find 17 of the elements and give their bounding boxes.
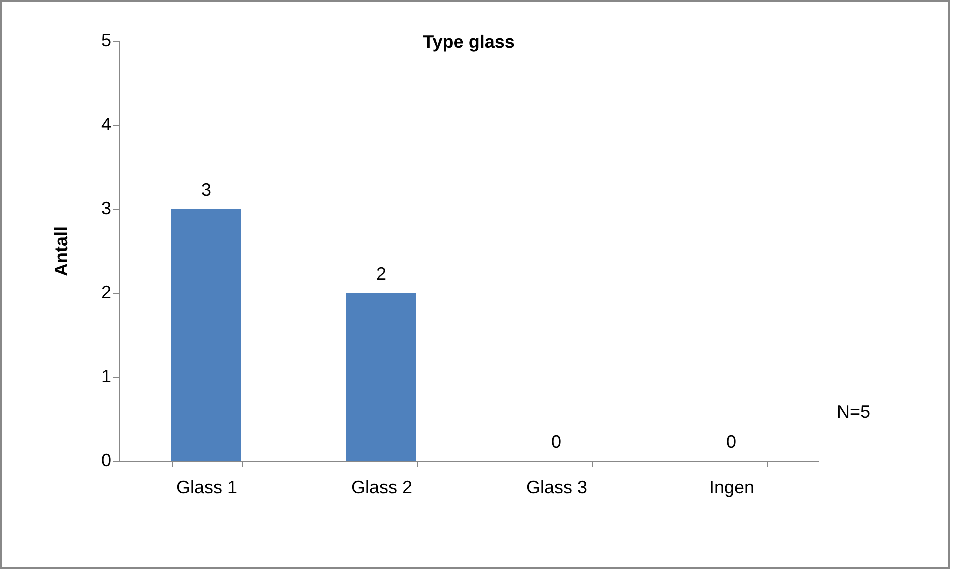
data-label: 0 (726, 432, 737, 452)
data-label: 3 (201, 180, 212, 200)
x-tick-label: Glass 1 (176, 478, 238, 498)
data-label: 0 (551, 432, 562, 452)
y-tick-label: 1 (101, 366, 112, 386)
y-tick-label: 2 (101, 282, 112, 302)
y-axis-title: Antall (51, 226, 72, 277)
x-tick-label: Ingen (709, 478, 755, 498)
text: N=5 (837, 402, 871, 422)
chart-title: Type glass (423, 32, 515, 52)
x-tick-label: Glass 3 (526, 478, 588, 498)
data-label: 2 (376, 264, 387, 284)
y-tick-label: 3 (101, 198, 112, 218)
y-tick-label: 0 (101, 450, 112, 470)
y-tick-label: 5 (101, 30, 112, 50)
y-tick-label: 4 (101, 114, 112, 134)
x-tick-label: Glass 2 (351, 478, 413, 498)
